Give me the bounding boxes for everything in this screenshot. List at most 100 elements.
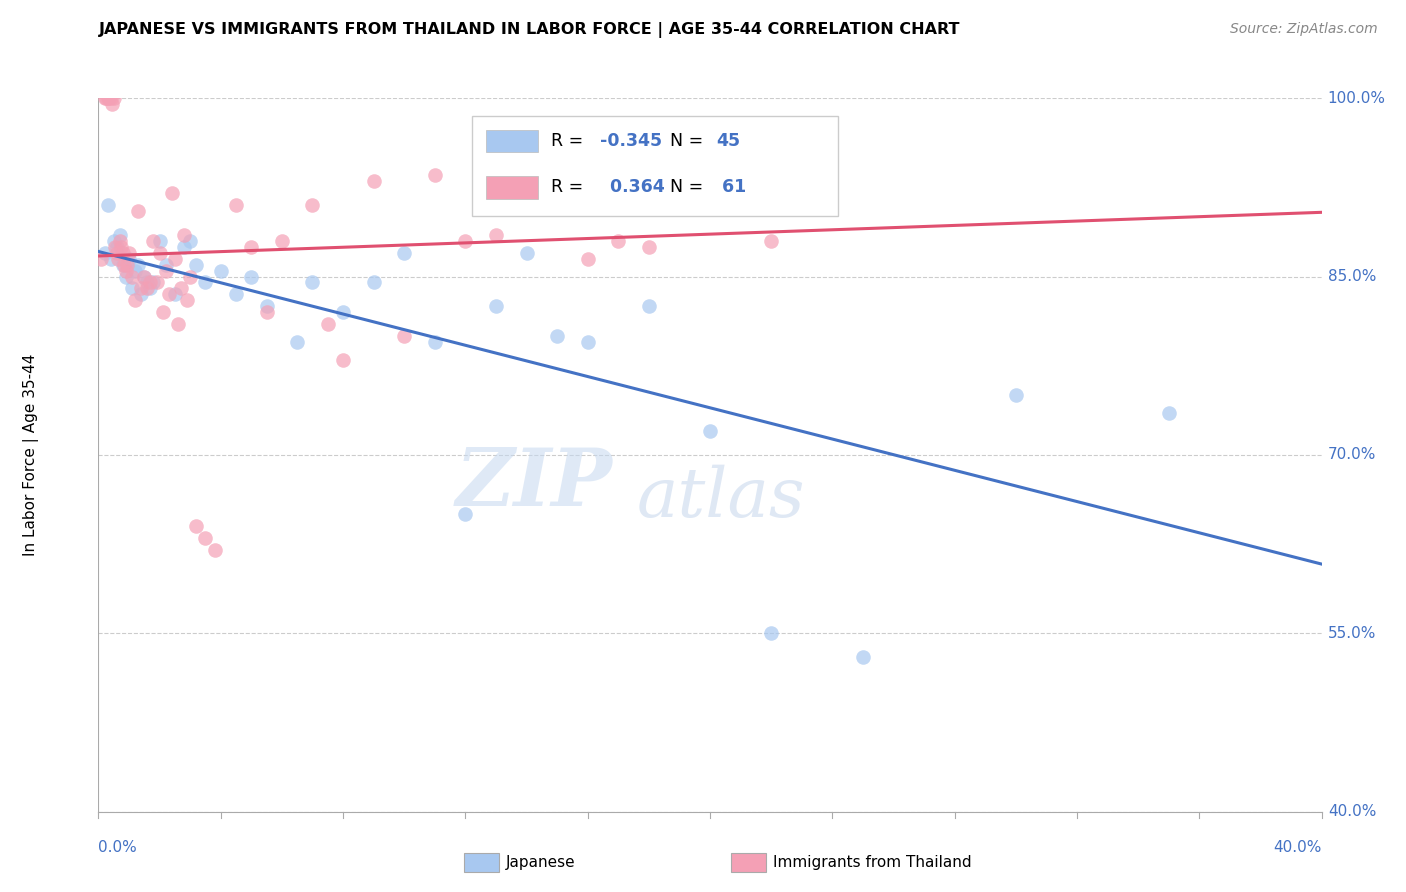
FancyBboxPatch shape <box>471 116 838 216</box>
Text: -0.345: -0.345 <box>600 132 662 150</box>
Point <box>97 91 120 105</box>
Point <box>139 276 162 290</box>
Point <box>332 305 354 319</box>
Point <box>160 186 183 201</box>
Point <box>104 240 127 254</box>
Point <box>142 276 165 290</box>
Point <box>155 258 177 272</box>
Point <box>118 245 141 260</box>
Point <box>136 281 159 295</box>
Point <box>173 240 195 254</box>
Point <box>157 287 180 301</box>
Text: Source: ZipAtlas.com: Source: ZipAtlas.com <box>1230 22 1378 37</box>
Point <box>94 91 117 105</box>
Point <box>637 240 661 254</box>
Point <box>668 145 690 159</box>
Text: 55.0%: 55.0% <box>1327 626 1376 640</box>
Point <box>105 245 128 260</box>
Point <box>332 352 354 367</box>
Point <box>225 198 247 212</box>
Point <box>124 293 146 308</box>
Point <box>129 281 152 295</box>
Point <box>93 245 115 260</box>
Point <box>98 91 121 105</box>
Text: 40.0%: 40.0% <box>1327 805 1376 819</box>
Point <box>115 263 138 277</box>
Text: 70.0%: 70.0% <box>1327 448 1376 462</box>
Point <box>485 299 508 313</box>
Point <box>134 269 156 284</box>
Point <box>423 334 446 349</box>
Point <box>105 240 128 254</box>
Text: R =: R = <box>551 132 589 150</box>
Point <box>101 97 124 112</box>
Point <box>256 305 278 319</box>
Point <box>423 169 446 183</box>
Point <box>761 626 783 640</box>
Point <box>149 245 172 260</box>
Text: 85.0%: 85.0% <box>1327 269 1376 284</box>
Point <box>240 240 263 254</box>
Point <box>363 276 385 290</box>
Point <box>546 192 568 206</box>
Point <box>100 91 122 105</box>
Point <box>103 234 125 248</box>
Point <box>90 252 112 266</box>
Point <box>100 252 122 266</box>
Point <box>170 281 193 295</box>
Point <box>256 299 278 313</box>
Point <box>110 240 132 254</box>
Text: JAPANESE VS IMMIGRANTS FROM THAILAND IN LABOR FORCE | AGE 35-44 CORRELATION CHAR: JAPANESE VS IMMIGRANTS FROM THAILAND IN … <box>98 22 960 38</box>
Point <box>149 234 172 248</box>
Point <box>699 424 721 438</box>
Point <box>546 329 568 343</box>
Point <box>516 245 538 260</box>
Text: Japanese: Japanese <box>506 855 576 870</box>
Point <box>225 287 247 301</box>
Text: 0.0%: 0.0% <box>98 840 138 855</box>
Point <box>167 317 190 331</box>
Point <box>121 269 143 284</box>
Point <box>163 252 186 266</box>
Text: N =: N = <box>669 178 709 196</box>
Point <box>186 258 208 272</box>
Point <box>209 263 232 277</box>
Text: R =: R = <box>551 178 589 196</box>
Point <box>285 334 308 349</box>
Text: In Labor Force | Age 35-44: In Labor Force | Age 35-44 <box>22 354 39 556</box>
Point <box>363 174 385 188</box>
Point <box>129 287 152 301</box>
Point <box>111 245 134 260</box>
Point <box>173 227 195 242</box>
Point <box>392 329 416 343</box>
Text: atlas: atlas <box>637 465 806 531</box>
Point <box>97 198 120 212</box>
Point <box>142 234 165 248</box>
Point <box>516 151 538 165</box>
Point <box>576 252 599 266</box>
Point <box>637 299 661 313</box>
Point <box>194 276 217 290</box>
Point <box>176 293 198 308</box>
Text: ZIP: ZIP <box>456 445 612 522</box>
Point <box>179 234 201 248</box>
Point <box>163 287 186 301</box>
Point <box>145 276 167 290</box>
Point <box>152 305 174 319</box>
Text: 100.0%: 100.0% <box>1327 91 1386 105</box>
Point <box>179 269 201 284</box>
Point <box>107 252 129 266</box>
Point <box>115 269 138 284</box>
Point <box>852 650 875 665</box>
Text: 45: 45 <box>716 132 741 150</box>
Point <box>454 234 477 248</box>
Point <box>103 91 125 105</box>
Point <box>761 234 783 248</box>
Point <box>204 543 226 558</box>
Text: 61: 61 <box>716 178 747 196</box>
Point <box>454 508 477 522</box>
Point <box>316 317 339 331</box>
Text: 40.0%: 40.0% <box>1274 840 1322 855</box>
Point <box>134 269 156 284</box>
Point <box>112 258 135 272</box>
